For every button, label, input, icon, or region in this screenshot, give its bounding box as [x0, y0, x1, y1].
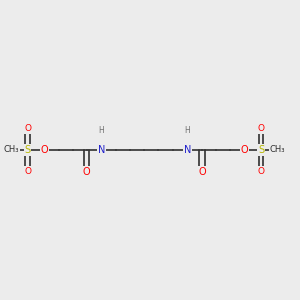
Text: O: O: [257, 167, 265, 176]
Text: O: O: [257, 124, 265, 133]
Text: O: O: [24, 124, 31, 133]
Text: O: O: [24, 167, 31, 176]
Text: S: S: [258, 145, 264, 155]
Text: H: H: [184, 126, 190, 135]
Text: CH₃: CH₃: [269, 146, 285, 154]
Text: O: O: [40, 145, 48, 155]
Text: O: O: [198, 167, 206, 177]
Text: O: O: [241, 145, 249, 155]
Text: H: H: [98, 126, 104, 135]
Text: S: S: [25, 145, 31, 155]
Text: O: O: [83, 167, 91, 177]
Text: N: N: [184, 145, 191, 155]
Text: N: N: [98, 145, 105, 155]
Text: CH₃: CH₃: [4, 146, 19, 154]
